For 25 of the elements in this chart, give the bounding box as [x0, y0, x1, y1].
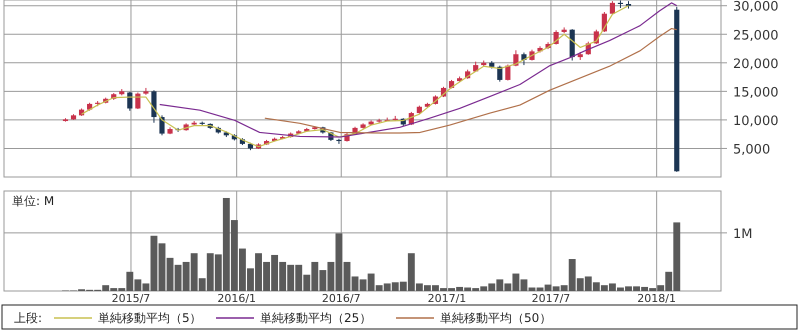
y-tick-label: 30,000	[733, 0, 778, 15]
y-tick-label: 20,000	[733, 56, 778, 72]
line-series	[264, 28, 678, 134]
candlestick	[497, 65, 502, 82]
legend-label: 単純移動平均（5）	[98, 311, 202, 325]
x-tick-label: 2017/1	[428, 292, 466, 305]
legend-label: 単純移動平均（50）	[440, 311, 552, 325]
candlestick	[135, 92, 140, 110]
y-axis-title: 単位: M	[12, 194, 54, 208]
candlestick	[610, 0, 615, 15]
x-tick-label: 2016/1	[217, 292, 256, 305]
x-tick-label: 2015/7	[112, 292, 150, 305]
line-series	[159, 2, 678, 138]
x-tick-label: 2016/7	[322, 292, 361, 305]
candlestick	[127, 91, 132, 112]
x-tick-label: 2017/7	[532, 292, 570, 305]
y-tick-label: 15,000	[733, 85, 778, 100]
legend-title: 上段:	[14, 311, 42, 325]
candlestick	[505, 64, 510, 82]
x-tick-label: 2018/1	[637, 292, 676, 305]
y-tick-label: 25,000	[733, 28, 778, 44]
y-tick-label: 5,000	[733, 142, 770, 158]
legend-label: 単純移動平均（25）	[260, 311, 372, 325]
y-tick-label: 1M	[733, 226, 752, 242]
y-tick-label: 10,000	[733, 114, 778, 129]
